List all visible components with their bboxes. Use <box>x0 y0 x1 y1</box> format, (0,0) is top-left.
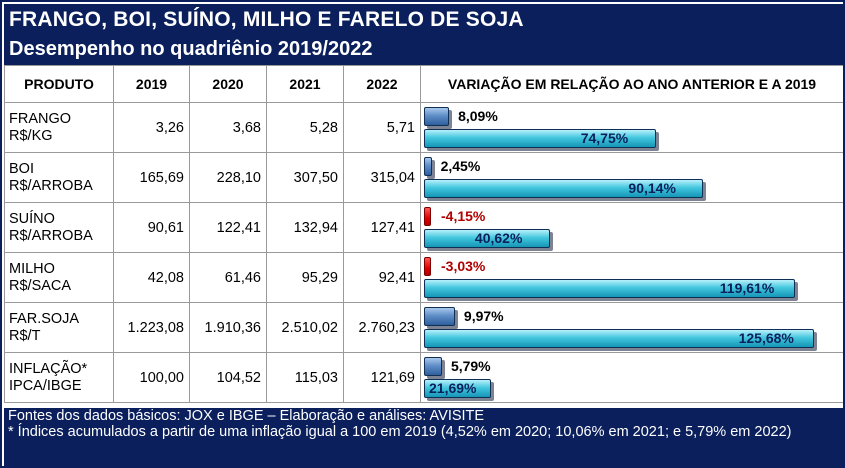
product-unit: R$/ARROBA <box>9 227 93 244</box>
bar-vs-2019 <box>424 329 814 348</box>
table-row: SUÍNO R$/ARROBA 90,61 122,41 132,94 127,41 -4,… <box>4 202 843 253</box>
bar-label-prev-year: -4,15% <box>441 208 486 224</box>
header-2019: 2019 <box>113 65 190 103</box>
product-cell: FAR.SOJA R$/T <box>4 302 114 353</box>
product-name: MILHO <box>9 260 55 277</box>
bar-prev-year-negative <box>424 257 431 276</box>
bar-prev-year <box>424 357 442 376</box>
value-2021: 2.510,02 <box>266 302 344 353</box>
header-2020: 2020 <box>189 65 267 103</box>
infographic-title: FRANGO, BOI, SUÍNO, MILHO E FARELO DE SO… <box>9 8 524 31</box>
value-2022: 121,69 <box>343 352 421 403</box>
header-variacao: VARIAÇÃO EM RELAÇÃO AO ANO ANTERIOR E A … <box>420 65 843 103</box>
value-2022: 2.760,23 <box>343 302 421 353</box>
value-2020: 1.910,36 <box>189 302 267 353</box>
value-2020: 104,52 <box>189 352 267 403</box>
variation-cell: 8,09% 74,75% <box>420 102 843 153</box>
value-2019: 90,61 <box>113 202 190 253</box>
variation-cell: 5,79% 21,69% <box>420 352 843 403</box>
value-2019: 100,00 <box>113 352 190 403</box>
infographic-subtitle: Desempenho no quadriênio 2019/2022 <box>9 38 373 60</box>
bar-label-prev-year: 9,97% <box>463 308 504 324</box>
product-unit: R$/T <box>9 327 41 344</box>
value-2021: 115,03 <box>266 352 344 403</box>
bar-prev-year <box>424 307 455 326</box>
product-cell: INFLAÇÃO* IPCA/IBGE <box>4 352 114 403</box>
product-name: BOI <box>9 160 34 177</box>
value-2022: 315,04 <box>343 152 421 203</box>
bar-label-vs-2019: 74,75% <box>580 130 629 146</box>
variation-cell: -3,03% 119,61% <box>420 252 843 303</box>
data-table: PRODUTO 2019 2020 2021 2022 VARIAÇÃO EM … <box>4 65 843 403</box>
value-2020: 3,68 <box>189 102 267 153</box>
bar-prev-year <box>424 157 432 176</box>
title-bar: FRANGO, BOI, SUÍNO, MILHO E FARELO DE SO… <box>4 4 843 65</box>
table-body: FRANGO R$/KG 3,26 3,68 5,28 5,71 8,09% 74,75% BO… <box>4 102 843 403</box>
product-unit: R$/KG <box>9 127 53 144</box>
header-produto: PRODUTO <box>4 65 114 103</box>
bar-label-vs-2019: 125,68% <box>738 330 794 346</box>
value-2021: 95,29 <box>266 252 344 303</box>
value-2020: 122,41 <box>189 202 267 253</box>
variation-cell: 2,45% 90,14% <box>420 152 843 203</box>
bar-prev-year <box>424 107 450 126</box>
table-row: FRANGO R$/KG 3,26 3,68 5,28 5,71 8,09% 74,75% <box>4 102 843 153</box>
bar-label-vs-2019: 119,61% <box>719 280 775 296</box>
bar-vs-2019 <box>424 179 704 198</box>
value-2022: 5,71 <box>343 102 421 153</box>
product-cell: MILHO R$/SACA <box>4 252 114 303</box>
bar-label-prev-year: 8,09% <box>458 108 498 124</box>
product-unit: R$/ARROBA <box>9 177 93 194</box>
product-cell: BOI R$/ARROBA <box>4 152 114 203</box>
variation-cell: 9,97% 125,68% <box>420 302 843 353</box>
table-row: FAR.SOJA R$/T 1.223,08 1.910,36 2.510,02 2.76… <box>4 302 843 353</box>
product-name: SUÍNO <box>9 210 55 227</box>
value-2021: 132,94 <box>266 202 344 253</box>
value-2019: 1.223,08 <box>113 302 190 353</box>
value-2020: 61,46 <box>189 252 267 303</box>
table-row: INFLAÇÃO* IPCA/IBGE 100,00 104,52 115,03 121,… <box>4 352 843 403</box>
header-row: PRODUTO 2019 2020 2021 2022 VARIAÇÃO EM … <box>4 65 843 103</box>
bar-label-vs-2019: 21,69% <box>429 380 477 396</box>
value-2021: 307,50 <box>266 152 344 203</box>
bar-label-prev-year: -3,03% <box>441 258 486 274</box>
product-name: FRANGO <box>9 110 72 127</box>
bar-label-vs-2019: 90,14% <box>628 180 676 196</box>
variation-cell: -4,15% 40,62% <box>420 202 843 253</box>
header-2022: 2022 <box>343 65 421 103</box>
product-unit: R$/SACA <box>9 277 72 294</box>
header-2021: 2021 <box>266 65 344 103</box>
bar-label-prev-year: 5,79% <box>450 358 491 374</box>
table-row: BOI R$/ARROBA 165,69 228,10 307,50 315,04 2,45… <box>4 152 843 203</box>
value-2019: 3,26 <box>113 102 190 153</box>
value-2021: 5,28 <box>266 102 344 153</box>
value-2022: 92,41 <box>343 252 421 303</box>
bar-label-vs-2019: 40,62% <box>474 230 523 246</box>
product-cell: FRANGO R$/KG <box>4 102 114 153</box>
bar-label-prev-year: 2,45% <box>440 158 481 174</box>
bar-vs-2019 <box>424 129 656 148</box>
value-2020: 228,10 <box>189 152 267 203</box>
product-unit: IPCA/IBGE <box>9 377 82 394</box>
value-2019: 42,08 <box>113 252 190 303</box>
table-row: MILHO R$/SACA 42,08 61,46 95,29 92,41 -3,03% 11… <box>4 252 843 303</box>
bar-prev-year-negative <box>424 207 431 226</box>
footer-sources: Fontes dos dados básicos: JOX e IBGE – E… <box>8 408 485 424</box>
footer-note: * Índices acumulados a partir de uma inf… <box>8 424 792 440</box>
product-name: INFLAÇÃO* <box>9 360 88 377</box>
footer: Fontes dos dados básicos: JOX e IBGE – E… <box>4 408 843 466</box>
bar-vs-2019 <box>424 279 795 298</box>
bar-vs-2019 <box>424 379 492 398</box>
product-cell: SUÍNO R$/ARROBA <box>4 202 114 253</box>
bar-vs-2019 <box>424 229 550 248</box>
value-2022: 127,41 <box>343 202 421 253</box>
value-2019: 165,69 <box>113 152 190 203</box>
product-name: FAR.SOJA <box>9 310 80 327</box>
